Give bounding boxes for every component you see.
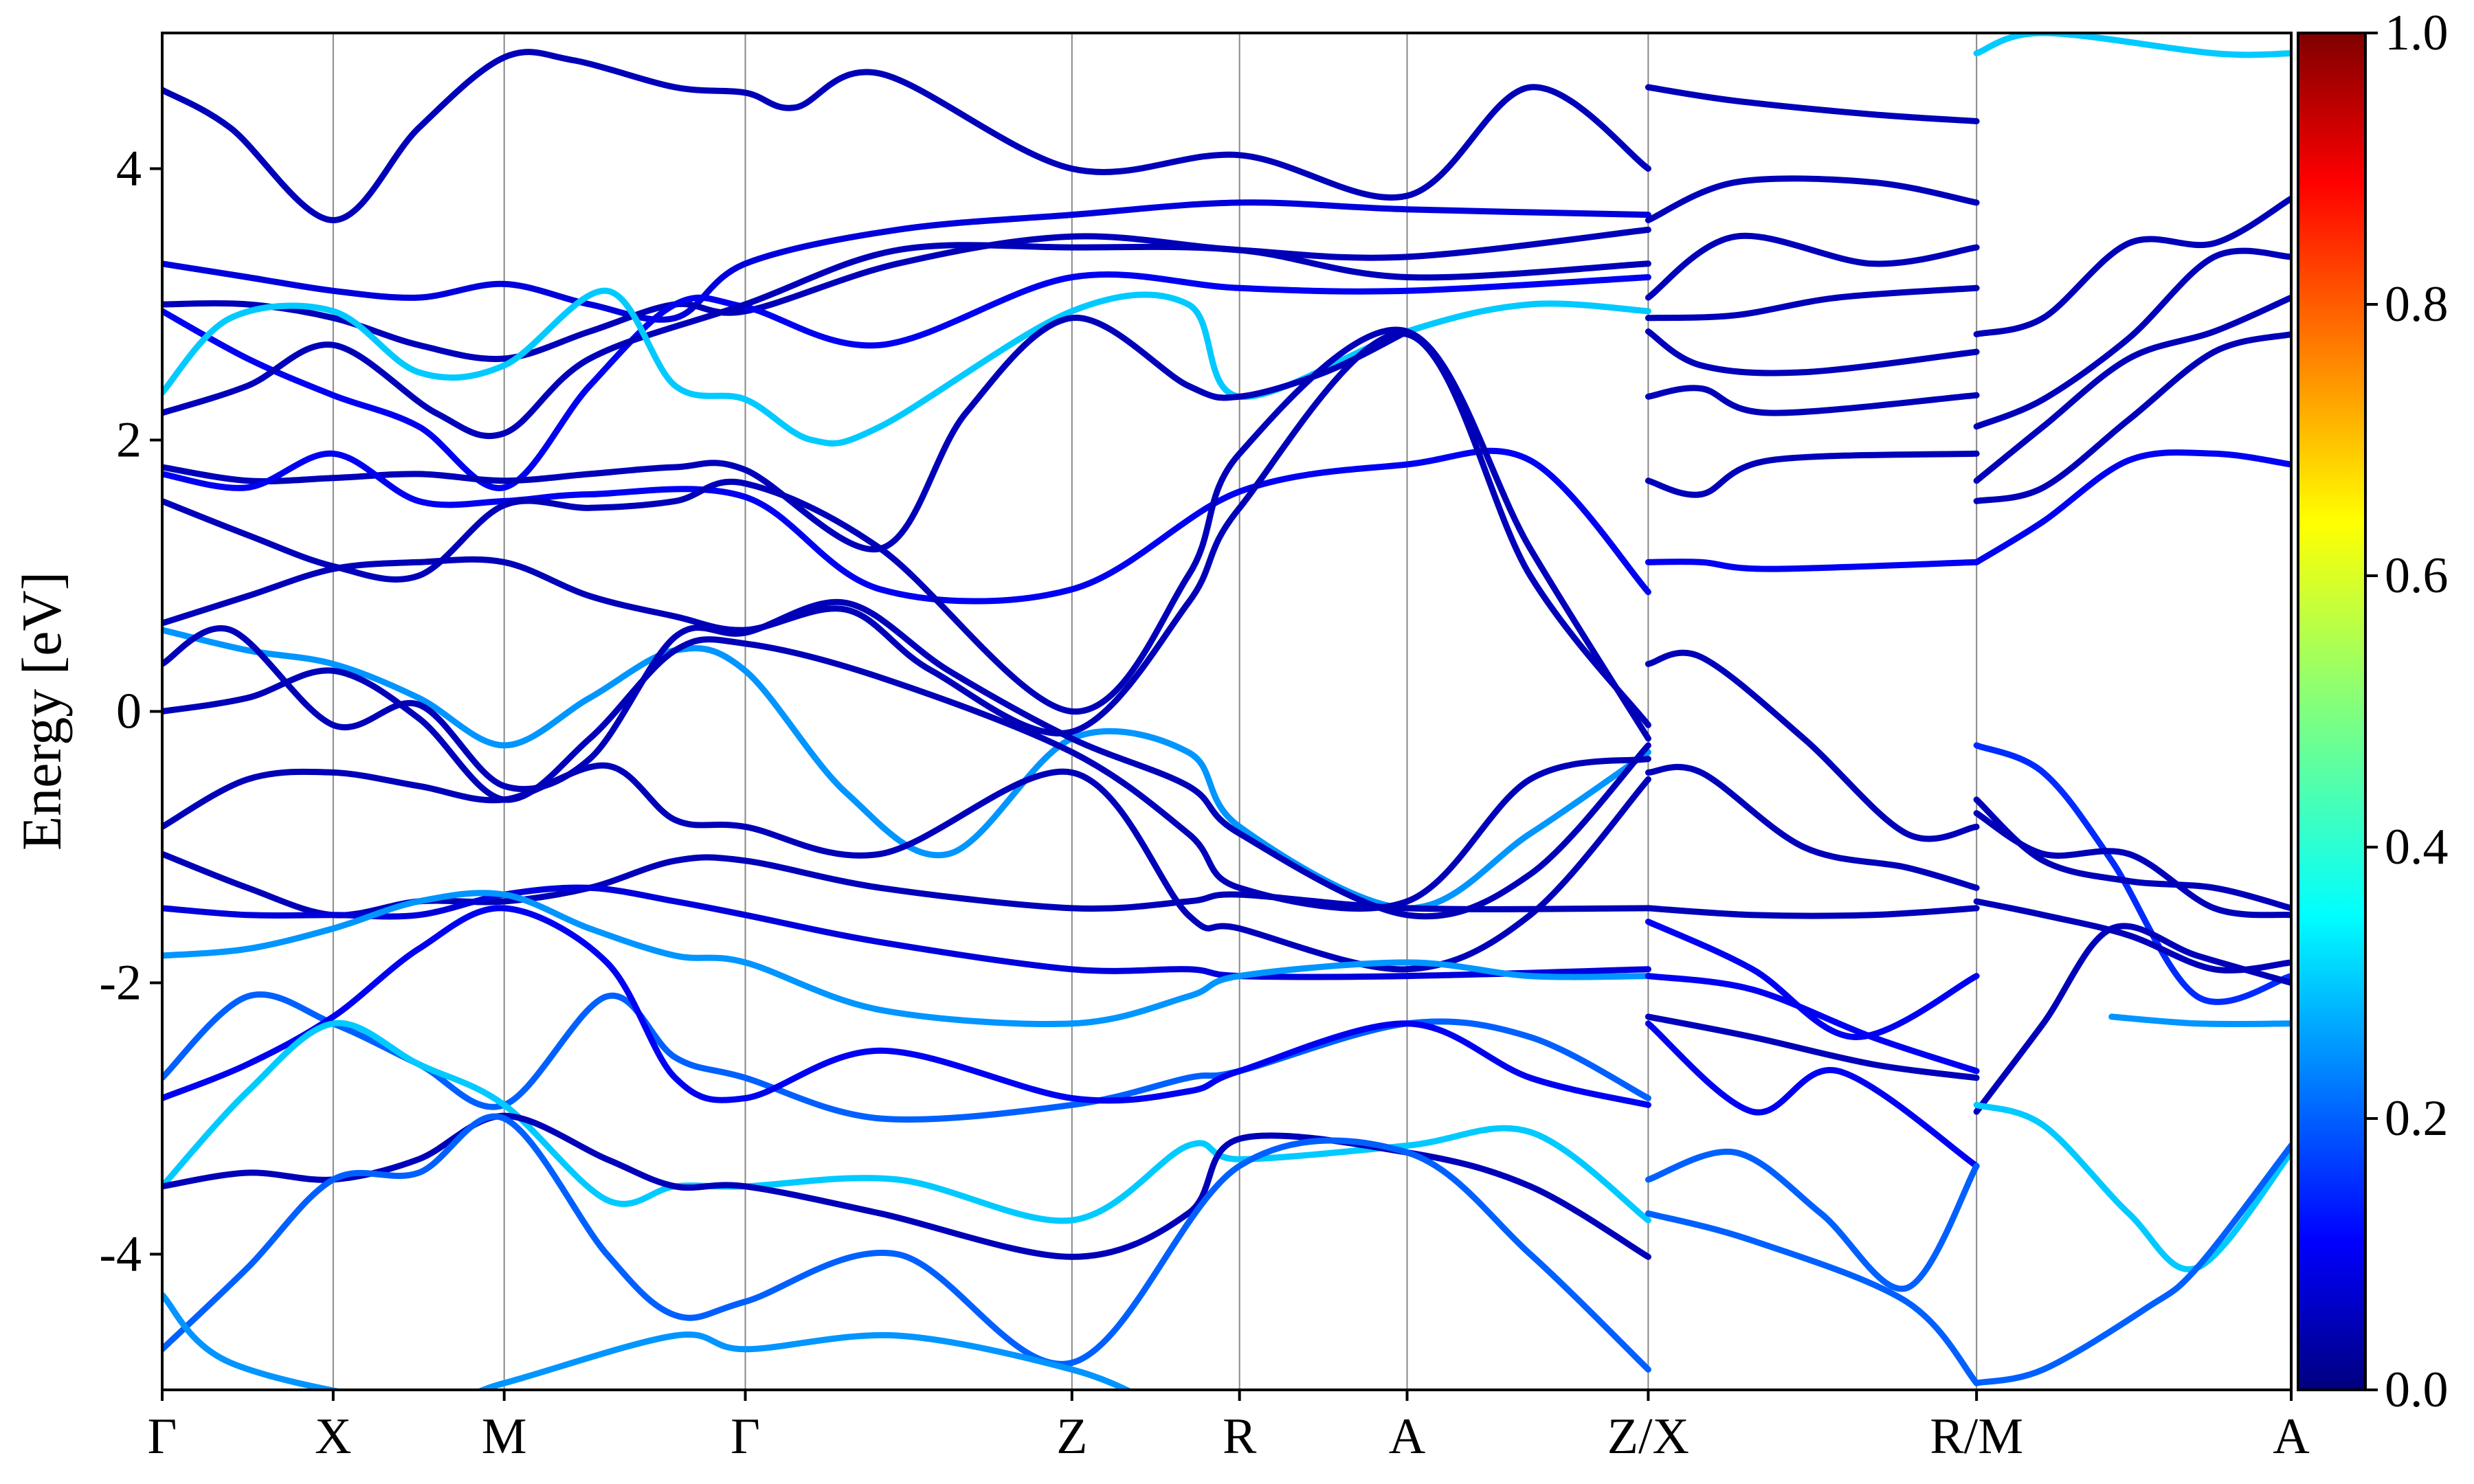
y-tick-label: 4 [116, 141, 142, 197]
band-line [162, 1113, 1651, 1373]
band-line [1645, 175, 1980, 223]
band-line [1973, 247, 2291, 430]
x-tick-label: M [482, 1408, 527, 1465]
colorbar-ticks: 0.0 0.2 0.4 0.6 0.8 1.0 [2365, 5, 2449, 1418]
colorbar-tick-label: 0.6 [2385, 548, 2449, 604]
band-line [1645, 84, 1980, 124]
band-line [162, 326, 1651, 742]
band-line [162, 49, 1651, 224]
band-line [1645, 1210, 1980, 1386]
band-line [1973, 33, 2291, 58]
band-line [1645, 559, 1980, 572]
band-line [1645, 1148, 1980, 1292]
band-line [162, 627, 1651, 912]
band-line [1973, 331, 2291, 504]
band-line [162, 851, 1651, 919]
colorbar-tick-label: 1.0 [2385, 5, 2449, 61]
band-line [1973, 449, 2291, 565]
x-tick-label: R/M [1930, 1408, 2023, 1465]
colorbar-gradient [2297, 32, 2367, 1391]
band-line [1645, 905, 1980, 919]
band-line [2108, 1013, 2291, 1028]
y-tick-label: -2 [99, 955, 142, 1011]
band-line [162, 271, 1651, 491]
band-line [162, 199, 1651, 323]
band-line [1645, 649, 1980, 842]
band-line [1645, 450, 1980, 498]
colorbar-tick-label: 0.0 [2385, 1362, 2449, 1418]
band-line [1973, 294, 2291, 484]
band-line [1973, 195, 2291, 337]
band-line [1973, 923, 2291, 1115]
x-tick-label: Z/X [1607, 1408, 1689, 1465]
band-line [162, 287, 1651, 447]
band-line [162, 905, 1651, 1108]
band-line [1645, 763, 1980, 891]
x-tick-label: Z [1056, 1408, 1087, 1465]
band-line [1645, 328, 1980, 376]
band-lines [162, 33, 2291, 1390]
band-line [162, 890, 1651, 1027]
colorbar-tick-label: 0.8 [2385, 276, 2449, 333]
band-line [1973, 1143, 2291, 1386]
band-line [1973, 810, 2291, 919]
colorbar-tick-label: 0.4 [2385, 819, 2449, 875]
band-line [1645, 1020, 1980, 1169]
band-line [162, 1292, 1134, 1390]
band-line [162, 762, 1651, 973]
band-line [1645, 973, 1980, 1075]
x-axis: Γ X M Γ Z R A Z/X R/M A [148, 1390, 2310, 1465]
x-tick-label: Γ [731, 1408, 760, 1465]
band-line [1645, 385, 1980, 416]
y-tick-label: 2 [116, 412, 142, 469]
x-tick-label: R [1223, 1408, 1257, 1465]
band-line [1645, 284, 1980, 322]
colorbar: 0.0 0.2 0.4 0.6 0.8 1.0 [2297, 5, 2449, 1418]
y-tick-label: -4 [99, 1226, 142, 1283]
x-tick-label: X [315, 1408, 351, 1465]
band-line [1645, 1013, 1980, 1081]
x-tick-label: A [1389, 1408, 1425, 1465]
x-tick-label: A [2273, 1408, 2309, 1465]
band-line [162, 242, 1651, 440]
y-axis-label: Energy [eV] [10, 572, 73, 851]
plot-frame [161, 32, 2293, 1391]
band-line [1973, 742, 2291, 1005]
band-line [1645, 919, 1980, 1041]
band-line [1973, 1101, 2291, 1272]
band-line [162, 1112, 1651, 1260]
band-line [162, 330, 1651, 737]
y-tick-label: 0 [116, 684, 142, 740]
band-line [1645, 232, 1980, 301]
colorbar-tick-label: 0.2 [2385, 1090, 2449, 1147]
y-axis: 4 2 0 -2 -4 [99, 141, 162, 1283]
band-line [162, 447, 1651, 605]
x-tick-label: Γ [148, 1408, 177, 1465]
